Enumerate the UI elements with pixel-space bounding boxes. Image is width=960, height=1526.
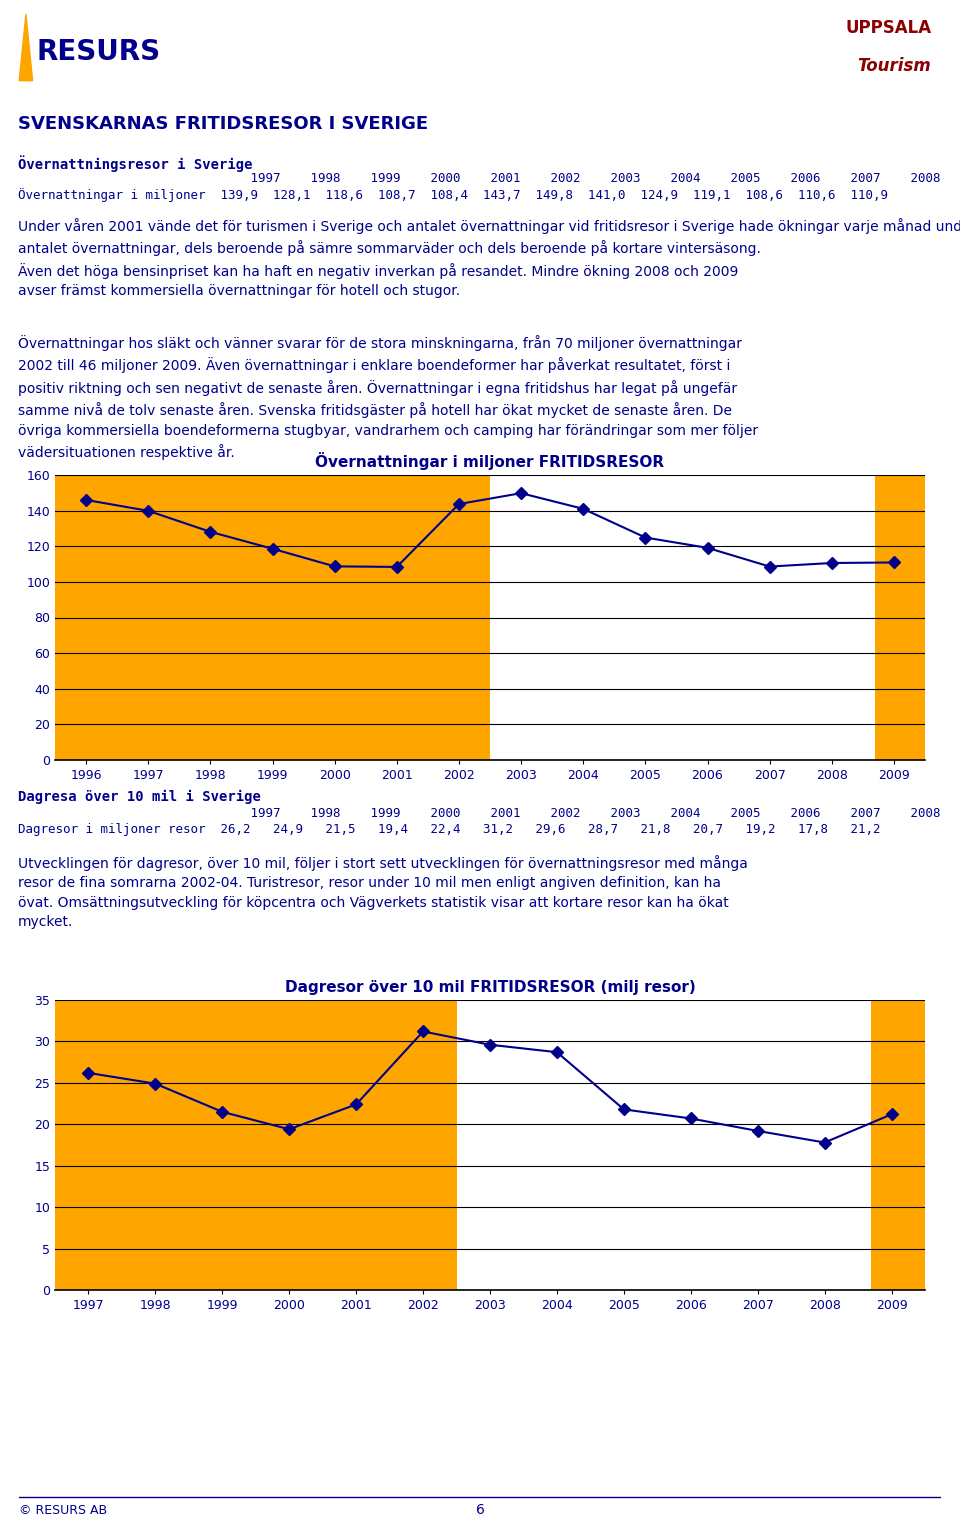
Text: Dagresa över 10 mil i Sverige: Dagresa över 10 mil i Sverige: [18, 790, 261, 804]
Text: UPPSALA: UPPSALA: [845, 18, 931, 37]
Text: RESURS: RESURS: [36, 38, 160, 66]
Text: Utvecklingen för dagresor, över 10 mil, följer i stort sett utvecklingen för öve: Utvecklingen för dagresor, över 10 mil, …: [18, 855, 748, 929]
Text: 1997    1998    1999    2000    2001    2002    2003    2004    2005    2006    : 1997 1998 1999 2000 2001 2002 2003 2004 …: [18, 172, 960, 185]
Text: Övernattningsresor i Sverige: Övernattningsresor i Sverige: [18, 156, 252, 171]
Text: Under våren 2001 vände det för turismen i Sverige och antalet övernattningar vid: Under våren 2001 vände det för turismen …: [18, 218, 960, 298]
Bar: [872, 1000, 925, 1289]
Title: Övernattningar i miljoner FRITIDSRESOR: Övernattningar i miljoner FRITIDSRESOR: [316, 452, 664, 470]
Bar: [55, 1000, 457, 1289]
Text: Dagresor i miljoner resor  26,2   24,9   21,5   19,4   22,4   31,2   29,6   28,7: Dagresor i miljoner resor 26,2 24,9 21,5…: [18, 823, 880, 836]
Text: 6: 6: [475, 1503, 485, 1517]
Bar: [55, 475, 490, 760]
Text: 1997    1998    1999    2000    2001    2002    2003    2004    2005    2006    : 1997 1998 1999 2000 2001 2002 2003 2004 …: [18, 807, 960, 819]
Title: Dagresor över 10 mil FRITIDSRESOR (milj resor): Dagresor över 10 mil FRITIDSRESOR (milj …: [284, 980, 695, 995]
Text: © RESURS AB: © RESURS AB: [19, 1503, 108, 1517]
Text: Övernattningar hos släkt och vänner svarar för de stora minskningarna, från 70 m: Övernattningar hos släkt och vänner svar…: [18, 336, 758, 461]
Bar: [876, 475, 925, 760]
Polygon shape: [19, 14, 33, 81]
Text: Övernattningar i miljoner  139,9  128,1  118,6  108,7  108,4  143,7  149,8  141,: Övernattningar i miljoner 139,9 128,1 11…: [18, 188, 888, 201]
Text: Tourism: Tourism: [857, 56, 931, 75]
Text: SVENSKARNAS FRITIDSRESOR I SVERIGE: SVENSKARNAS FRITIDSRESOR I SVERIGE: [18, 114, 428, 133]
